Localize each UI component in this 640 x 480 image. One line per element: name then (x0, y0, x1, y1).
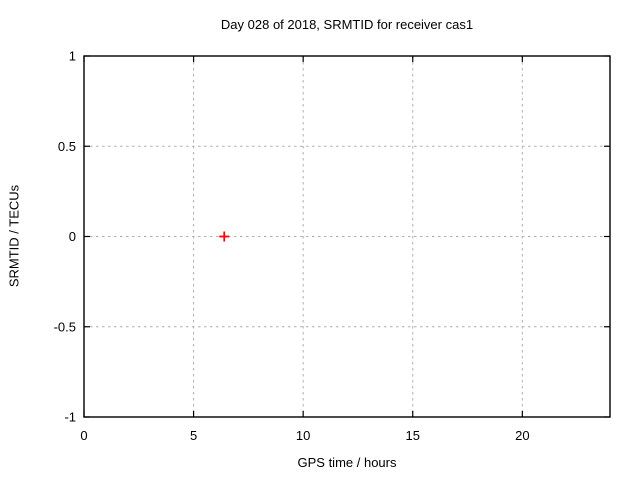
x-axis-label: GPS time / hours (297, 455, 397, 470)
y-tick-label: 1 (69, 49, 76, 64)
y-tick-label: 0.5 (58, 139, 76, 154)
x-tick-label: 15 (406, 428, 420, 443)
x-tick-label: 0 (80, 428, 87, 443)
y-tick-label: -1 (64, 410, 76, 425)
y-tick-label: -0.5 (54, 319, 76, 334)
x-tick-label: 10 (296, 428, 310, 443)
x-tick-label: 20 (515, 428, 529, 443)
x-tick-label: 5 (190, 428, 197, 443)
y-tick-label: 0 (69, 229, 76, 244)
chart-title: Day 028 of 2018, SRMTID for receiver cas… (220, 17, 474, 32)
